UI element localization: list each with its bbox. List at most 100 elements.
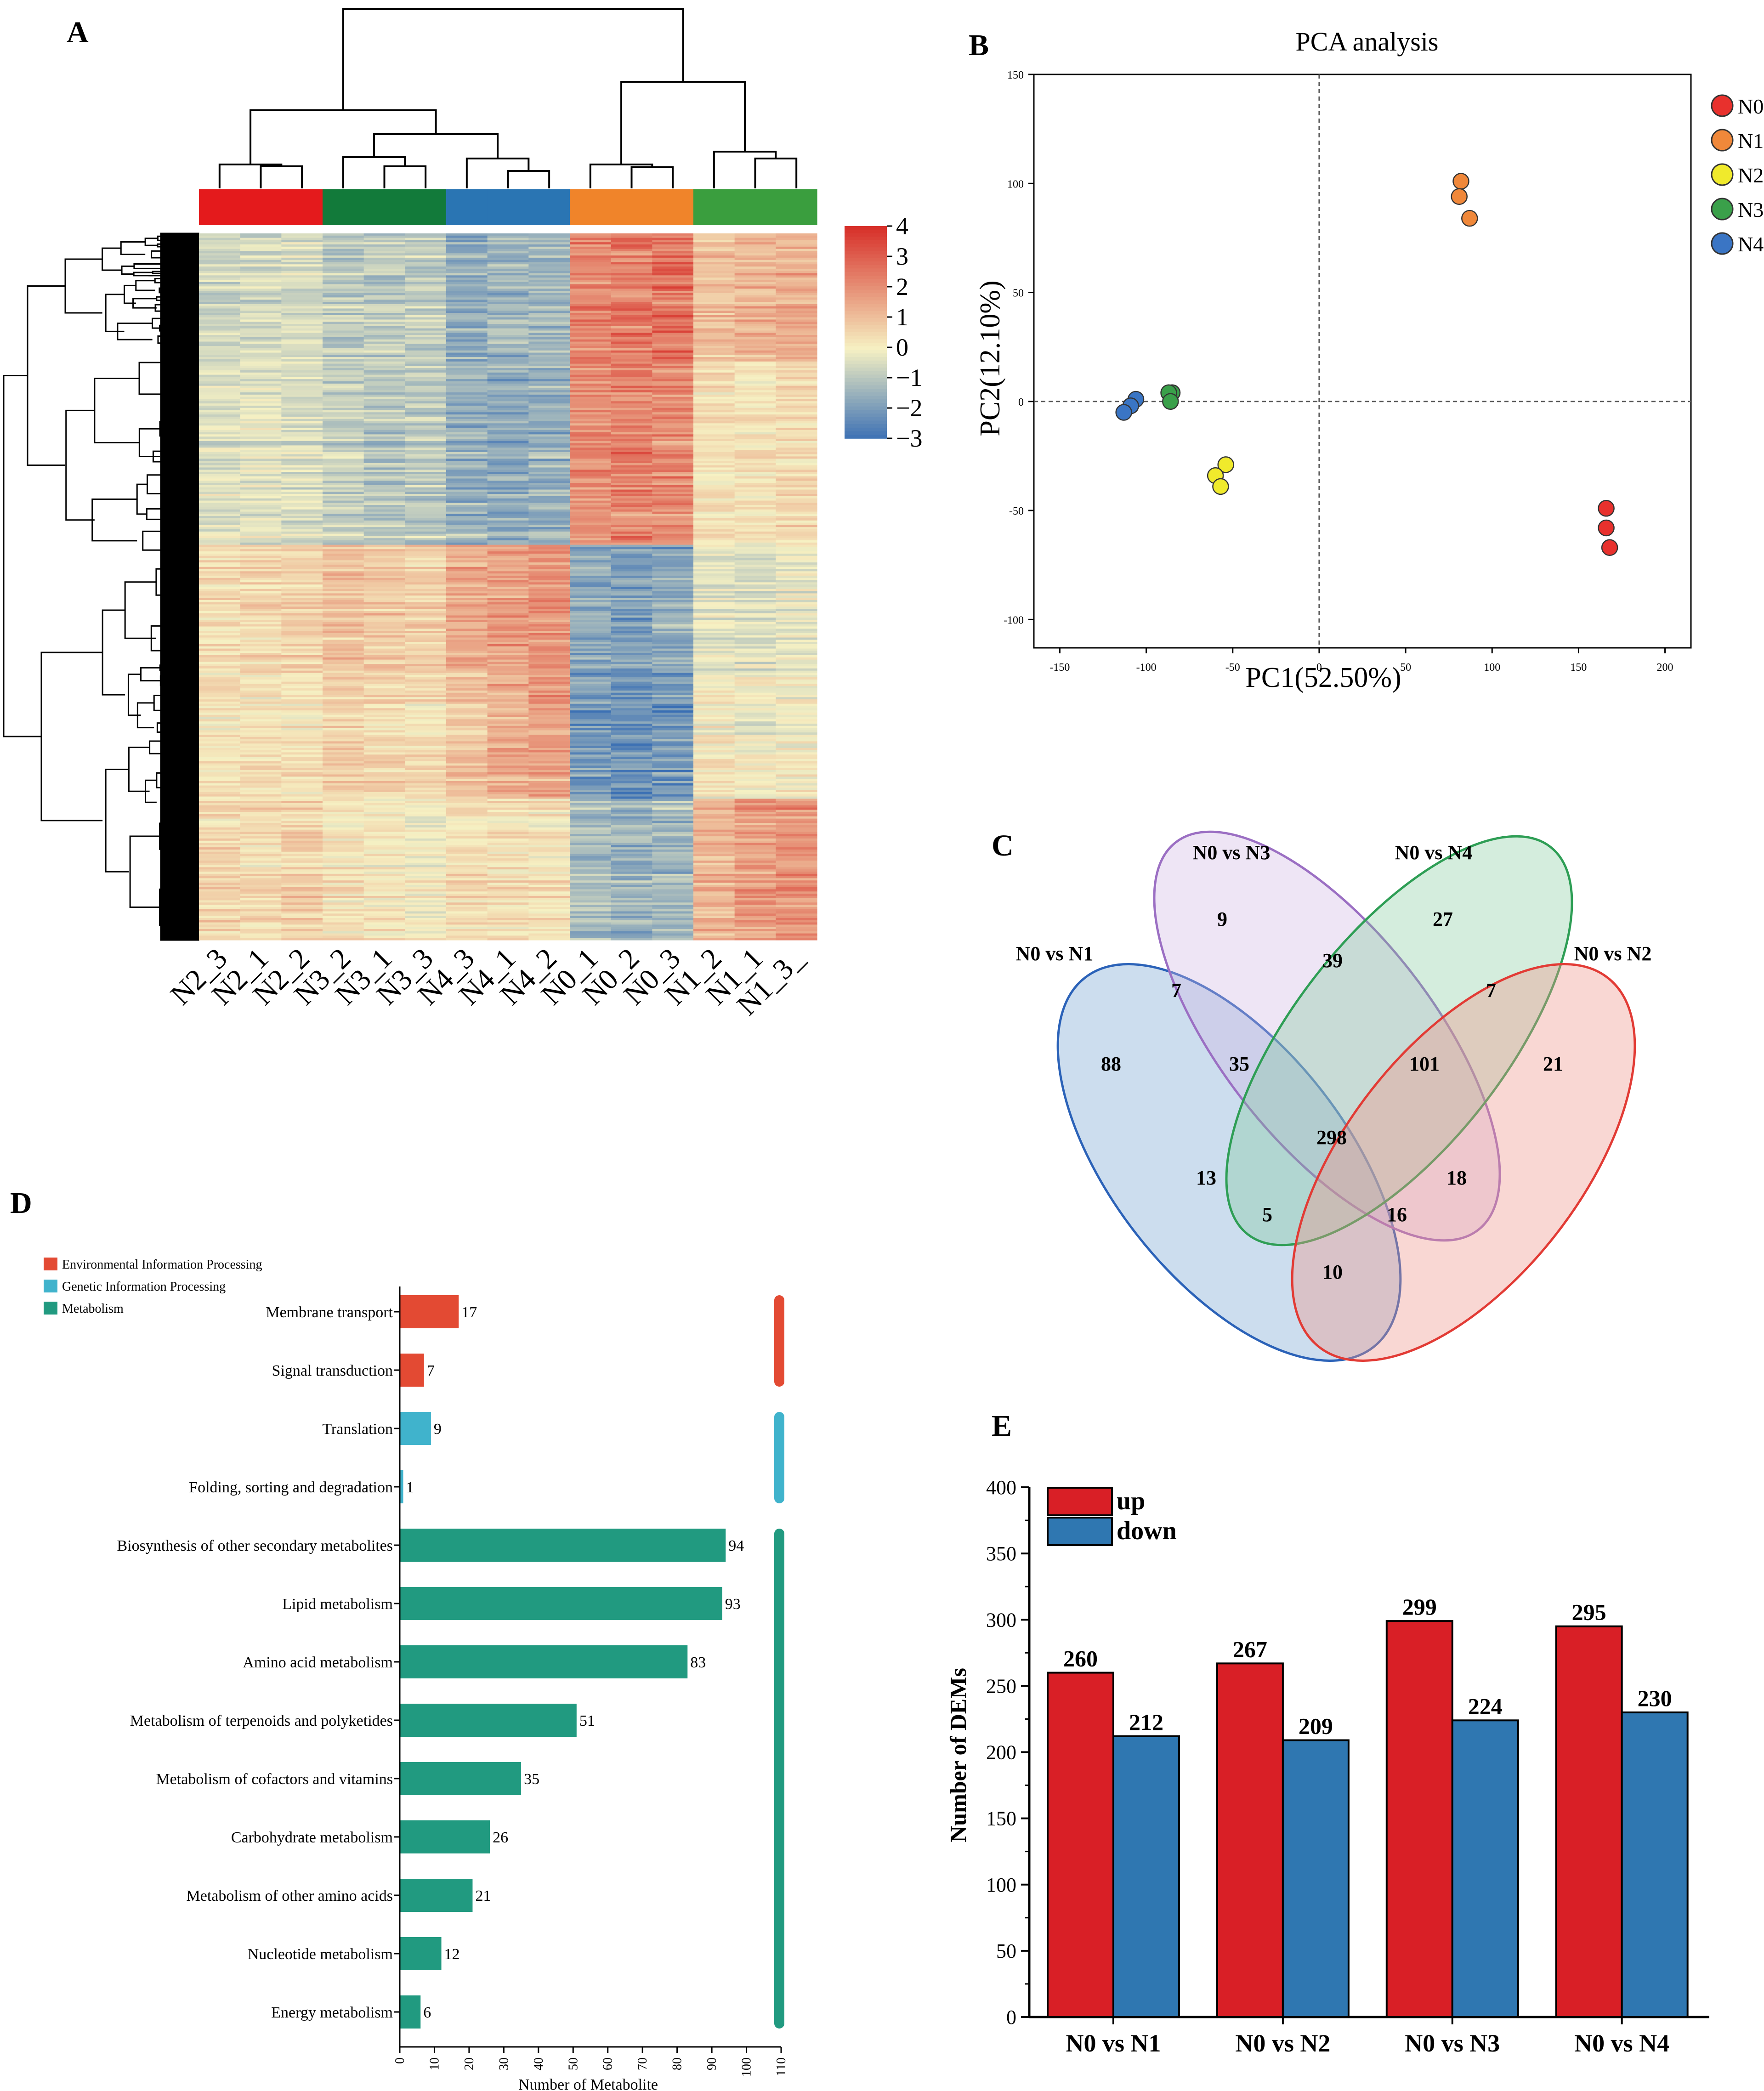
heatmap-cell	[652, 443, 694, 446]
heatmap-cell	[652, 366, 694, 368]
heatmap-cell	[693, 522, 735, 526]
heatmap-cell	[734, 851, 776, 855]
heatmap-cell	[611, 503, 652, 505]
heatmap-cell	[611, 701, 652, 704]
heatmap-cell	[570, 290, 612, 294]
heatmap-cell	[776, 688, 817, 691]
heatmap-cell	[776, 348, 817, 351]
heatmap-cell	[363, 253, 405, 256]
heatmap-cell	[240, 536, 282, 538]
heatmap-cell	[281, 262, 323, 265]
heatmap-cell	[734, 690, 776, 693]
heatmap-cell	[240, 801, 282, 804]
heatmap-cell	[199, 483, 241, 486]
heatmap-cell	[240, 514, 282, 516]
heatmap-cell	[652, 659, 694, 663]
heatmap-cell	[693, 262, 735, 265]
heatmap-cell	[446, 456, 488, 459]
heatmap-cell	[363, 763, 405, 766]
heatmap-cell	[693, 463, 735, 466]
heatmap-cell	[570, 438, 612, 442]
heatmap-cell	[611, 884, 652, 888]
heatmap-cell	[199, 761, 241, 764]
heatmap-cell	[281, 425, 323, 428]
heatmap-cell	[611, 843, 652, 845]
heatmap-cell	[652, 655, 694, 658]
heatmap-cell	[611, 595, 652, 598]
heatmap-cell	[652, 551, 694, 554]
heatmap-cell	[528, 268, 570, 272]
heatmap-cell	[611, 763, 652, 766]
heatmap-cell	[652, 266, 694, 269]
heatmap-cell	[323, 289, 364, 291]
heatmap-cell	[199, 249, 241, 252]
heatmap-cell	[281, 355, 323, 357]
heatmap-cell	[363, 549, 405, 552]
heatmap-cell	[240, 677, 282, 680]
heatmap-cell	[281, 880, 323, 883]
heatmap-cell	[693, 361, 735, 364]
heatmap-cell	[405, 249, 447, 252]
heatmap-cell	[323, 233, 364, 236]
heatmap-cell	[570, 522, 612, 526]
heatmap-cell	[323, 739, 364, 742]
heatmap-cell	[240, 249, 282, 252]
heatmap-cell	[734, 587, 776, 589]
heatmap-cell	[570, 374, 612, 378]
heatmap-cell	[363, 319, 405, 322]
heatmap-cell	[652, 644, 694, 647]
heatmap-cell	[323, 355, 364, 357]
heatmap-cell	[652, 732, 694, 735]
heatmap-cell	[776, 328, 817, 331]
heatmap-cell	[446, 249, 488, 252]
heatmap-cell	[323, 719, 364, 722]
heatmap-cell	[487, 763, 529, 766]
heatmap-cell	[693, 883, 735, 885]
heatmap-cell	[528, 461, 570, 464]
heatmap-cell	[240, 341, 282, 344]
heatmap-cell	[611, 873, 652, 877]
heatmap-cell	[281, 659, 323, 663]
heatmap-cell	[611, 459, 652, 461]
heatmap-cell	[199, 783, 241, 786]
heatmap-cell	[446, 368, 488, 371]
heatmap-cell	[240, 339, 282, 342]
heatmap-cell	[199, 284, 241, 287]
heatmap-cell	[363, 478, 405, 481]
heatmap-cell	[240, 898, 282, 901]
heatmap-cell	[405, 743, 447, 746]
heatmap-cell	[323, 436, 364, 439]
heatmap-cell	[240, 593, 282, 596]
heatmap-cell	[652, 560, 694, 563]
heatmap-cell	[776, 781, 817, 784]
heatmap-cell	[611, 765, 652, 768]
heatmap-cell	[323, 472, 364, 475]
heatmap-cell	[446, 266, 488, 269]
heatmap-cell	[405, 304, 447, 307]
heatmap-cell	[405, 816, 447, 819]
heatmap-cell	[652, 289, 694, 291]
heatmap-cell	[693, 840, 735, 844]
heatmap-cell	[570, 653, 612, 656]
heatmap-cell	[199, 233, 241, 236]
heatmap-cell	[652, 278, 694, 280]
heatmap-cell	[734, 496, 776, 499]
heatmap-cell	[570, 876, 612, 879]
heatmap-cell	[240, 476, 282, 479]
heatmap-cell	[363, 500, 405, 503]
heatmap-cell	[570, 408, 612, 411]
heatmap-cell	[652, 520, 694, 523]
heatmap-cell	[446, 814, 488, 817]
heatmap-cell	[199, 765, 241, 768]
heatmap-cell	[528, 385, 570, 389]
heatmap-cell	[611, 748, 652, 751]
heatmap-cell	[199, 311, 241, 313]
heatmap-cell	[693, 549, 735, 552]
heatmap-cell	[528, 600, 570, 603]
heatmap-cell	[652, 856, 694, 859]
heatmap-cell	[446, 796, 488, 799]
heatmap-cell	[528, 642, 570, 645]
heatmap-cell	[281, 710, 323, 713]
heatmap-cell	[405, 514, 447, 516]
heatmap-cell	[776, 651, 817, 653]
